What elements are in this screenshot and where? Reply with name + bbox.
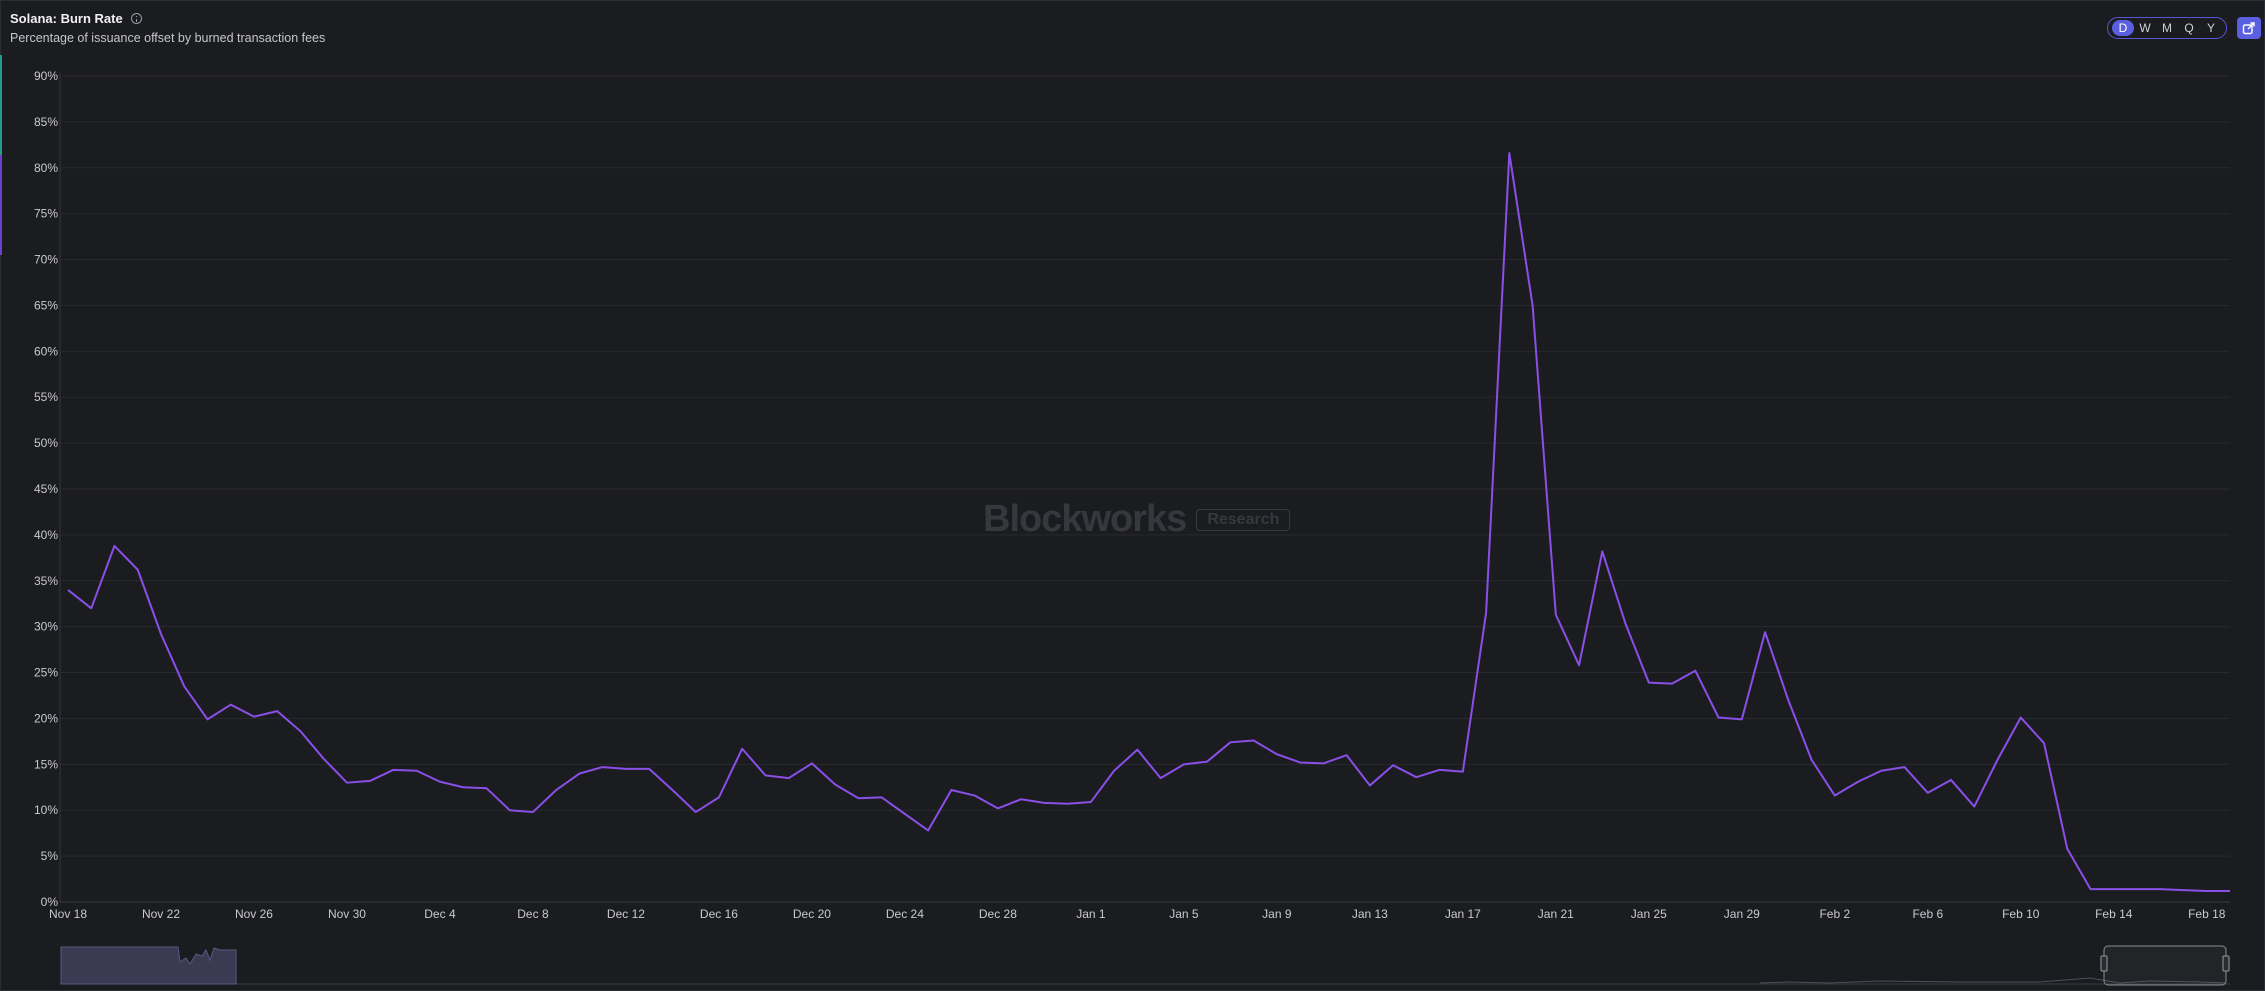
y-tick-label: 50%: [34, 436, 58, 450]
x-tick-label: Feb 10: [2002, 907, 2040, 921]
period-button-q[interactable]: Q: [2184, 21, 2194, 35]
y-tick-label: 5%: [41, 849, 59, 863]
x-tick-label: Feb 14: [2095, 907, 2133, 921]
x-tick-label: Nov 18: [49, 907, 87, 921]
watermark-brand: Blockworks: [983, 498, 1187, 540]
x-tick-label: Jan 1: [1076, 907, 1106, 921]
x-tick-label: Dec 8: [517, 907, 549, 921]
x-tick-label: Nov 26: [235, 907, 273, 921]
series-line: [67, 152, 2230, 892]
y-tick-label: 45%: [34, 482, 58, 496]
x-tick-label: Jan 29: [1724, 907, 1760, 921]
x-tick-label: Jan 9: [1262, 907, 1292, 921]
x-tick-label: Feb 6: [1912, 907, 1943, 921]
x-tick-label: Feb 2: [1819, 907, 1850, 921]
y-tick-label: 20%: [34, 711, 58, 725]
x-tick-label: Jan 17: [1445, 907, 1481, 921]
y-tick-label: 15%: [34, 757, 58, 771]
navigator-handle-left[interactable]: [2100, 955, 2108, 972]
x-tick-label: Dec 4: [424, 907, 456, 921]
x-tick-label: Dec 12: [607, 907, 645, 921]
x-tick-label: Feb 18: [2188, 907, 2226, 921]
x-tick-label: Jan 21: [1538, 907, 1574, 921]
left-accent-bar: [0, 55, 2, 255]
y-tick-label: 10%: [34, 803, 58, 817]
y-tick-label: 65%: [34, 298, 58, 312]
watermark-tag: Research: [1196, 508, 1291, 531]
navigator-history-area: [60, 946, 237, 985]
chart-header: Solana: Burn Rate Percentage of issuance…: [10, 11, 325, 45]
navigator-series: [1759, 977, 2227, 984]
navigator-handle-right[interactable]: [2222, 955, 2230, 972]
x-tick-label: Dec 28: [979, 907, 1017, 921]
y-tick-label: 90%: [34, 69, 58, 83]
x-tick-label: Jan 5: [1169, 907, 1199, 921]
period-button-m[interactable]: M: [2162, 21, 2172, 35]
y-tick-label: 80%: [34, 161, 58, 175]
chart-subtitle: Percentage of issuance offset by burned …: [10, 31, 326, 45]
watermark: Blockworks Research: [983, 498, 1291, 541]
period-button-d[interactable]: D: [2112, 20, 2134, 36]
export-chart-icon: [2242, 22, 2255, 35]
x-tick-label: Jan 13: [1352, 907, 1388, 921]
y-tick-label: 30%: [34, 620, 58, 634]
y-tick-label: 70%: [34, 253, 58, 267]
y-tick-label: 35%: [34, 574, 58, 588]
y-tick-label: 55%: [34, 390, 58, 404]
info-icon[interactable]: [130, 13, 142, 24]
chart-title: Solana: Burn Rate: [10, 11, 123, 26]
x-tick-label: Nov 22: [142, 907, 180, 921]
y-tick-label: 40%: [34, 528, 58, 542]
x-tick-label: Dec 20: [793, 907, 831, 921]
y-tick-label: 25%: [34, 666, 58, 680]
period-button-w[interactable]: W: [2139, 21, 2151, 35]
y-tick-label: 85%: [34, 115, 58, 129]
y-tick-label: 60%: [34, 344, 58, 358]
navigator-window: [2103, 945, 2227, 986]
period-button-y[interactable]: Y: [2206, 21, 2215, 35]
export-chart-button[interactable]: [2237, 17, 2261, 39]
x-tick-label: Dec 16: [700, 907, 738, 921]
period-selector: D W M Q Y: [2107, 17, 2227, 39]
y-tick-label: 75%: [34, 207, 58, 221]
y-tick-label: 0%: [41, 895, 59, 909]
x-tick-label: Dec 24: [886, 907, 924, 921]
x-tick-label: Jan 25: [1631, 907, 1667, 921]
x-tick-label: Nov 30: [328, 907, 366, 921]
